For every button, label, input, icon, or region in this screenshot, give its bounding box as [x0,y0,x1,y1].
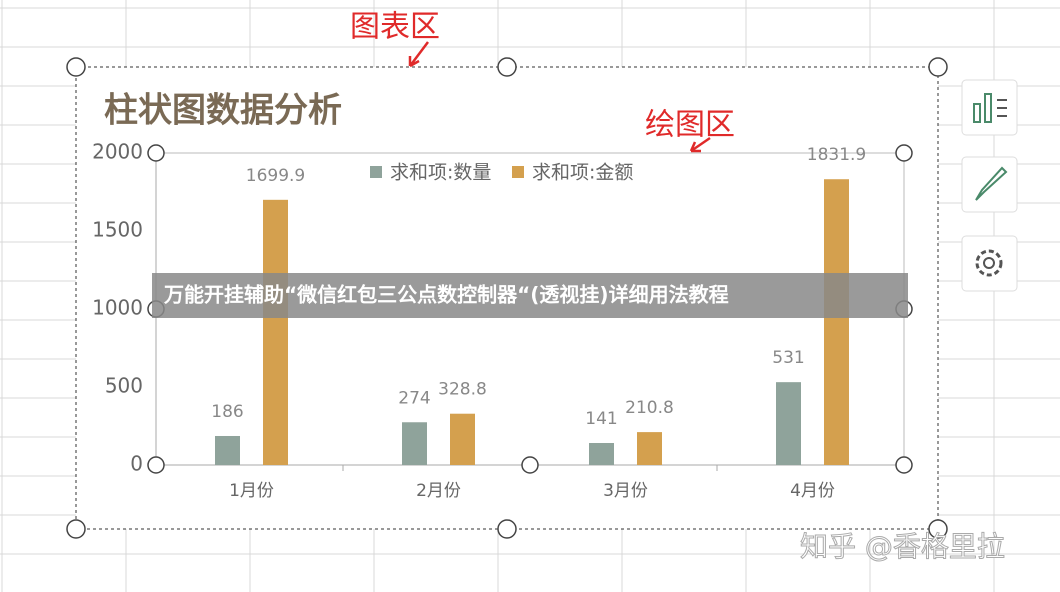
icon [975,249,1003,277]
side-buttons [961,79,1018,292]
data-label: 1831.9 [807,145,866,165]
y-tick-label: 0 [130,452,143,476]
bar [589,443,614,465]
resize-handle[interactable] [895,456,913,474]
annotation-arrow [689,136,711,153]
icon [984,93,992,123]
chart-style-button[interactable] [961,156,1018,213]
resize-handle[interactable] [521,456,539,474]
y-tick-label: 1500 [92,218,143,242]
bar [402,422,427,465]
bar [450,413,475,465]
data-label: 328.8 [438,380,487,400]
data-label: 274 [398,388,430,408]
y-tick-label: 500 [105,374,143,398]
x-tick-label: 1月份 [229,481,274,501]
resize-handle[interactable] [497,57,517,77]
legend-label: 求和项:金额 [532,162,633,184]
bar [824,179,849,465]
data-label: 186 [211,402,243,422]
banner-bg [152,273,908,318]
resize-handle[interactable] [928,57,948,77]
resize-handle[interactable] [66,519,86,539]
resize-handle[interactable] [147,456,165,474]
chart-filter-button[interactable] [961,235,1018,292]
chart-elements-button[interactable] [961,79,1018,136]
x-tick-label: 4月份 [790,481,835,501]
resize-handle[interactable] [66,57,86,77]
resize-handle[interactable] [497,519,517,539]
legend-swatch [512,166,524,178]
y-tick-label: 1000 [92,296,143,320]
data-label: 1699.9 [246,166,305,186]
bar [263,199,288,465]
data-label: 210.8 [625,398,674,418]
annotation: 图表区 [350,10,440,45]
annotation-arrow [408,41,429,68]
bar [637,432,662,465]
data-label: 141 [585,409,617,429]
legend-swatch [370,166,382,178]
data-label: 531 [772,348,804,368]
x-tick-label: 2月份 [416,481,461,501]
bar [215,435,240,465]
icon [997,99,1007,117]
resize-handle[interactable] [928,519,948,539]
banner: 万能开挂辅助“微信红包三公点数控制器“(透视挂)详细用法教程 [163,283,729,307]
y-tick-label: 2000 [92,140,143,164]
bar [776,382,801,465]
annotation: 绘图区 [645,108,735,143]
resize-handle[interactable] [147,144,165,162]
icon [973,103,981,123]
chart-title: 柱状图数据分析 [104,91,342,131]
resize-handle[interactable] [895,144,913,162]
icon [983,257,995,269]
legend-label: 求和项:数量 [390,162,491,184]
x-tick-label: 3月份 [603,481,648,501]
icon [975,166,1008,201]
watermark: 知乎 @香格里拉 [800,530,1005,563]
